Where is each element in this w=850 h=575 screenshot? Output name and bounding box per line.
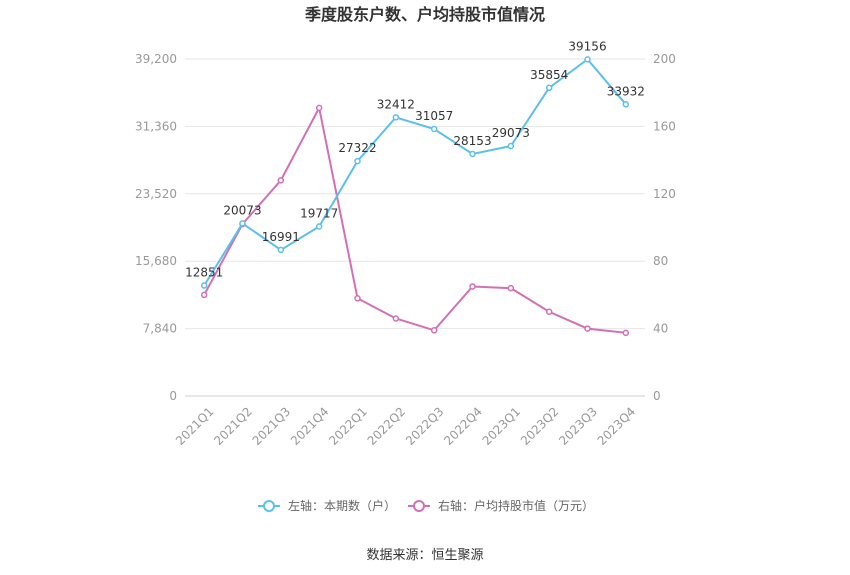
x-tick-label: 2023Q4 (595, 404, 639, 448)
data-point-left (354, 157, 361, 165)
data-point-right (392, 315, 400, 322)
left-tick-label: 23,520 (135, 187, 177, 201)
legend-item-right-series[interactable]: 右轴：户均持股市值（万元） (408, 498, 594, 513)
left-axis: 0 7,840 15,680 23,520 31,360 39,200 (135, 52, 177, 403)
data-label: 31057 (415, 109, 453, 123)
data-label: 19717 (300, 206, 338, 220)
data-point-left (622, 101, 630, 108)
x-tick-label: 2021Q3 (250, 404, 294, 448)
x-tick-label: 2021Q1 (173, 404, 217, 448)
legend-label-left-series: 左轴：本期数（户） (288, 498, 396, 513)
right-tick-label: 80 (653, 254, 668, 268)
legend-item-left-series[interactable]: 左轴：本期数（户） (258, 498, 396, 513)
data-point-left (239, 220, 246, 227)
data-label: 29073 (492, 126, 530, 140)
data-point-left (469, 150, 476, 158)
left-tick-label: 15,680 (135, 254, 177, 268)
source-note: 数据来源：恒生聚源 (366, 548, 483, 563)
data-point-right (430, 327, 438, 334)
data-point-left (430, 125, 438, 133)
x-tick-label: 2021Q4 (288, 404, 332, 448)
x-tick-label: 2022Q2 (365, 404, 409, 448)
data-point-right (622, 329, 630, 337)
data-label: 39156 (568, 39, 606, 53)
data-label: 16991 (262, 230, 300, 244)
data-label: 12851 (185, 266, 223, 280)
x-tick-label: 2021Q2 (211, 404, 255, 448)
data-point-right (200, 291, 208, 299)
data-label: 32412 (377, 97, 415, 111)
x-tick-label: 2023Q3 (556, 404, 600, 448)
x-tick-label: 2023Q2 (518, 404, 562, 448)
data-point-right (507, 284, 515, 292)
data-point-right (354, 295, 361, 302)
data-point-right (584, 325, 591, 332)
right-axis: 0 40 80 120 160 200 (653, 52, 676, 403)
data-label: 20073 (223, 203, 261, 217)
data-point-left (315, 223, 323, 230)
left-tick-label: 7,840 (143, 322, 177, 336)
right-tick-label: 40 (653, 322, 668, 336)
right-tick-label: 160 (653, 119, 676, 133)
legend-label-right-series: 右轴：户均持股市值（万元） (438, 498, 594, 513)
data-label: 35854 (530, 68, 568, 82)
legend: 左轴：本期数（户） 右轴：户均持股市值（万元） (258, 498, 594, 513)
x-tick-label: 2022Q3 (403, 404, 447, 448)
series-line-left (203, 58, 627, 287)
data-point-left (584, 56, 591, 63)
right-tick-label: 200 (653, 52, 676, 66)
right-tick-label: 120 (653, 187, 676, 201)
data-point-left (545, 84, 553, 92)
data-point-left (277, 246, 285, 254)
left-tick-label: 31,360 (135, 119, 177, 133)
data-point-left (392, 114, 400, 121)
data-point-left (200, 282, 208, 289)
right-tick-label: 0 (653, 389, 661, 403)
left-tick-label: 39,200 (135, 52, 177, 66)
data-point-right (469, 283, 476, 290)
chart-title: 季度股东户数、户均持股市值情况 (304, 5, 545, 24)
x-tick-label: 2022Q1 (326, 404, 370, 448)
series-line-right (203, 104, 626, 334)
data-point-right (315, 104, 323, 112)
x-tick-label: 2022Q4 (441, 404, 485, 448)
data-point-right (277, 177, 285, 184)
x-tick-label: 2023Q1 (480, 404, 524, 448)
left-tick-label: 0 (169, 389, 177, 403)
data-point-left (507, 142, 515, 150)
x-axis: 2021Q12021Q22021Q32021Q42022Q12022Q22022… (173, 404, 638, 448)
data-point-right (545, 308, 553, 315)
data-label: 28153 (453, 134, 491, 148)
data-label: 27322 (338, 141, 376, 155)
gridlines (185, 58, 645, 397)
data-label: 33932 (607, 84, 645, 98)
